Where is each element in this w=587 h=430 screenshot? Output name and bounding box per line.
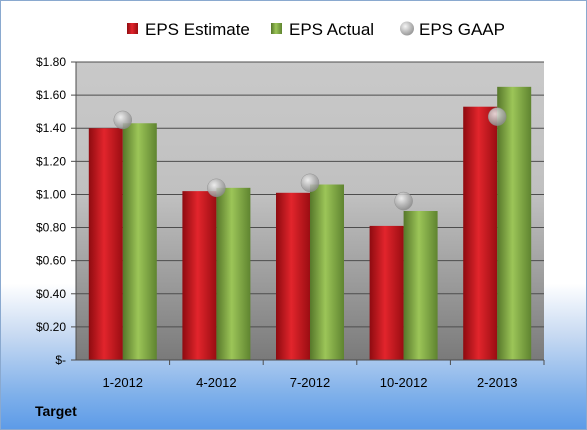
- estimate-bar-1-2012: [88, 128, 123, 360]
- y-tick-label: $0.40: [36, 287, 66, 301]
- y-tick-label: $1.00: [36, 187, 66, 201]
- x-tick-label: 4-2012: [196, 375, 236, 390]
- legend: EPS Estimate EPS Actual EPS GAAP: [127, 20, 505, 39]
- x-tick-label: 10-2012: [380, 375, 428, 390]
- y-tick-label: $1.60: [36, 88, 66, 102]
- gaap-marker-2-2013: [487, 107, 507, 126]
- estimate-bar-2-2013: [463, 106, 498, 360]
- legend-swatch-gaap: [400, 21, 414, 36]
- y-axis-ticks: $1.80 $1.60 $1.40 $1.20 $1.00 $0.80 $0.60 $0.40…: [36, 55, 66, 367]
- gaap-marker-4-2012: [207, 178, 226, 198]
- y-tick-label: $1.20: [36, 154, 66, 168]
- y-tick-label: $-: [55, 353, 66, 367]
- y-tick-label: $0.20: [36, 320, 66, 334]
- actual-bar-1-2012: [122, 123, 157, 360]
- legend-swatch-actual: [271, 23, 282, 34]
- gaap-marker-10-2012: [394, 191, 413, 211]
- estimate-bar-10-2012: [369, 225, 404, 360]
- legend-label: EPS GAAP: [419, 20, 505, 39]
- estimate-bar-4-2012: [182, 191, 217, 360]
- gaap-marker-1-2012: [113, 110, 133, 130]
- x-tick-label: 1-2012: [103, 375, 143, 390]
- legend-swatch-estimate: [127, 23, 138, 34]
- company-label: Target: [35, 403, 77, 419]
- legend-label: EPS Estimate: [145, 20, 250, 39]
- bars: [88, 86, 532, 360]
- gaap-markers: [113, 107, 507, 211]
- y-tick-label: $0.60: [36, 254, 66, 268]
- actual-bar-10-2012: [403, 211, 438, 360]
- y-tick-label: $0.80: [36, 221, 66, 235]
- x-axis-ticks: 1-2012 4-2012 7-2012 10-2012 2-2013: [76, 359, 545, 390]
- y-tick-label: $1.40: [36, 121, 66, 135]
- x-tick-label: 7-2012: [290, 375, 330, 390]
- x-tick-label: 2-2013: [477, 375, 517, 390]
- gaap-marker-7-2012: [300, 173, 320, 193]
- actual-bar-7-2012: [310, 184, 344, 360]
- estimate-bar-7-2012: [276, 192, 310, 360]
- y-tick-label: $1.80: [36, 55, 66, 69]
- legend-label: EPS Actual: [289, 20, 374, 39]
- actual-bar-4-2012: [216, 187, 251, 360]
- actual-bar-2-2013: [497, 86, 532, 360]
